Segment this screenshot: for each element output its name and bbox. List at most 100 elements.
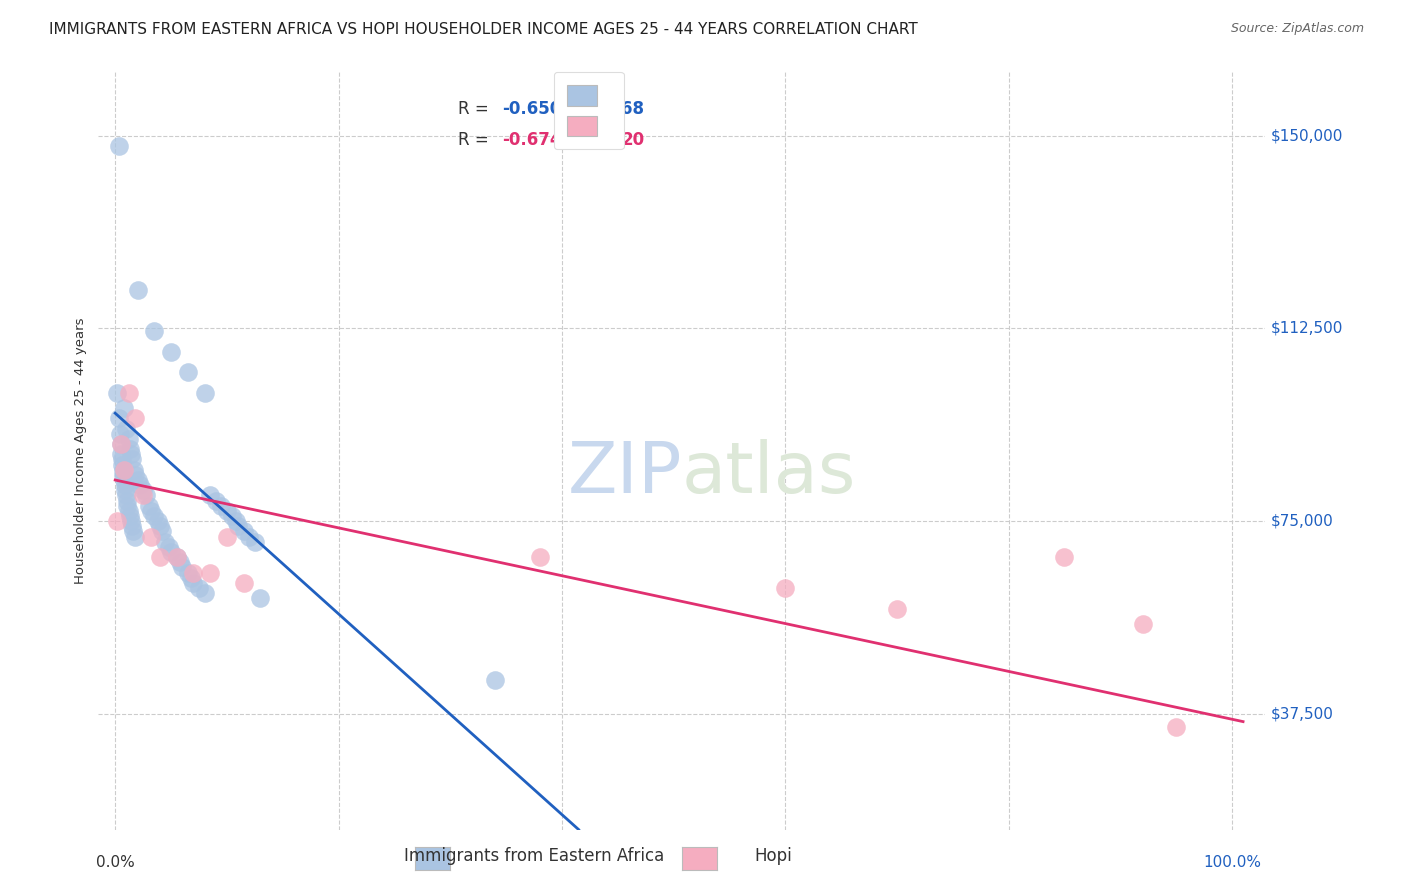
Point	[118, 442, 141, 457]
Point	[149, 550, 172, 565]
Point	[484, 673, 506, 688]
Point	[143, 508, 166, 523]
Point	[117, 504, 139, 518]
Point	[1164, 720, 1187, 734]
Point	[117, 432, 139, 446]
Point	[127, 473, 149, 487]
Point	[124, 411, 146, 425]
Point	[160, 344, 183, 359]
Text: 100.0%: 100.0%	[1204, 855, 1261, 871]
Point	[111, 463, 134, 477]
Text: atlas: atlas	[682, 439, 856, 508]
Point	[117, 499, 139, 513]
Point	[139, 504, 162, 518]
Point	[249, 591, 271, 606]
Point	[115, 422, 138, 436]
Point	[193, 385, 215, 400]
Text: -0.650: -0.650	[502, 100, 561, 119]
Point	[121, 452, 143, 467]
Point	[111, 467, 134, 482]
Text: Immigrants from Eastern Africa: Immigrants from Eastern Africa	[404, 847, 665, 865]
Point	[529, 550, 551, 565]
Text: 68: 68	[621, 100, 644, 119]
Text: ZIP: ZIP	[568, 439, 682, 508]
Point	[146, 514, 169, 528]
Text: $37,500: $37,500	[1271, 706, 1334, 722]
Point	[215, 530, 238, 544]
Point	[198, 488, 221, 502]
Point	[204, 493, 226, 508]
Point	[114, 478, 136, 492]
Text: $75,000: $75,000	[1271, 514, 1334, 529]
Point	[183, 575, 205, 590]
Point	[107, 514, 129, 528]
Point	[132, 488, 155, 502]
Point	[120, 447, 142, 461]
Text: $112,500: $112,500	[1271, 321, 1343, 336]
Point	[177, 365, 200, 379]
Point	[115, 488, 138, 502]
Point	[110, 437, 132, 451]
Legend: , : ,	[554, 72, 623, 150]
Point	[139, 530, 162, 544]
Text: N =: N =	[565, 130, 617, 149]
Point	[150, 524, 173, 539]
Point	[107, 385, 129, 400]
Point	[221, 508, 243, 523]
Point	[111, 458, 134, 472]
Point	[243, 534, 266, 549]
Point	[122, 463, 145, 477]
Point	[120, 514, 142, 528]
Point	[773, 581, 796, 595]
Point	[112, 463, 135, 477]
Point	[110, 447, 132, 461]
Point	[166, 550, 188, 565]
Point	[132, 483, 155, 498]
Point	[225, 514, 247, 528]
Point	[1053, 550, 1076, 565]
Point	[172, 560, 194, 574]
Point	[124, 530, 146, 544]
Point	[198, 566, 221, 580]
Point	[121, 519, 143, 533]
Point	[110, 437, 132, 451]
Point	[157, 540, 180, 554]
Point	[117, 385, 139, 400]
Y-axis label: Householder Income Ages 25 - 44 years: Householder Income Ages 25 - 44 years	[75, 318, 87, 583]
Text: R =: R =	[458, 130, 494, 149]
Point	[169, 555, 191, 569]
Point	[107, 411, 129, 425]
Text: IMMIGRANTS FROM EASTERN AFRICA VS HOPI HOUSEHOLDER INCOME AGES 25 - 44 YEARS COR: IMMIGRANTS FROM EASTERN AFRICA VS HOPI H…	[49, 22, 918, 37]
Point	[127, 283, 149, 297]
Point	[183, 566, 205, 580]
Point	[177, 566, 200, 580]
Point	[886, 601, 908, 615]
Point	[238, 530, 260, 544]
Point	[166, 550, 188, 565]
Point	[232, 575, 254, 590]
Point	[143, 324, 166, 338]
Point	[118, 508, 141, 523]
Point	[135, 488, 157, 502]
Text: N =: N =	[565, 100, 617, 119]
Point	[112, 401, 135, 415]
Point	[108, 426, 131, 441]
Point	[1132, 616, 1154, 631]
Point	[114, 483, 136, 498]
Text: -0.674: -0.674	[502, 130, 561, 149]
Point	[149, 519, 172, 533]
Point	[111, 452, 134, 467]
Point	[160, 545, 183, 559]
Point	[128, 478, 150, 492]
Text: 20: 20	[621, 130, 644, 149]
Point	[215, 504, 238, 518]
Point	[187, 581, 209, 595]
Text: Source: ZipAtlas.com: Source: ZipAtlas.com	[1230, 22, 1364, 36]
Point	[124, 467, 146, 482]
Point	[209, 499, 232, 513]
Point	[232, 524, 254, 539]
Point	[138, 499, 160, 513]
Point	[107, 139, 129, 153]
Text: 0.0%: 0.0%	[96, 855, 135, 871]
Point	[1175, 848, 1198, 863]
